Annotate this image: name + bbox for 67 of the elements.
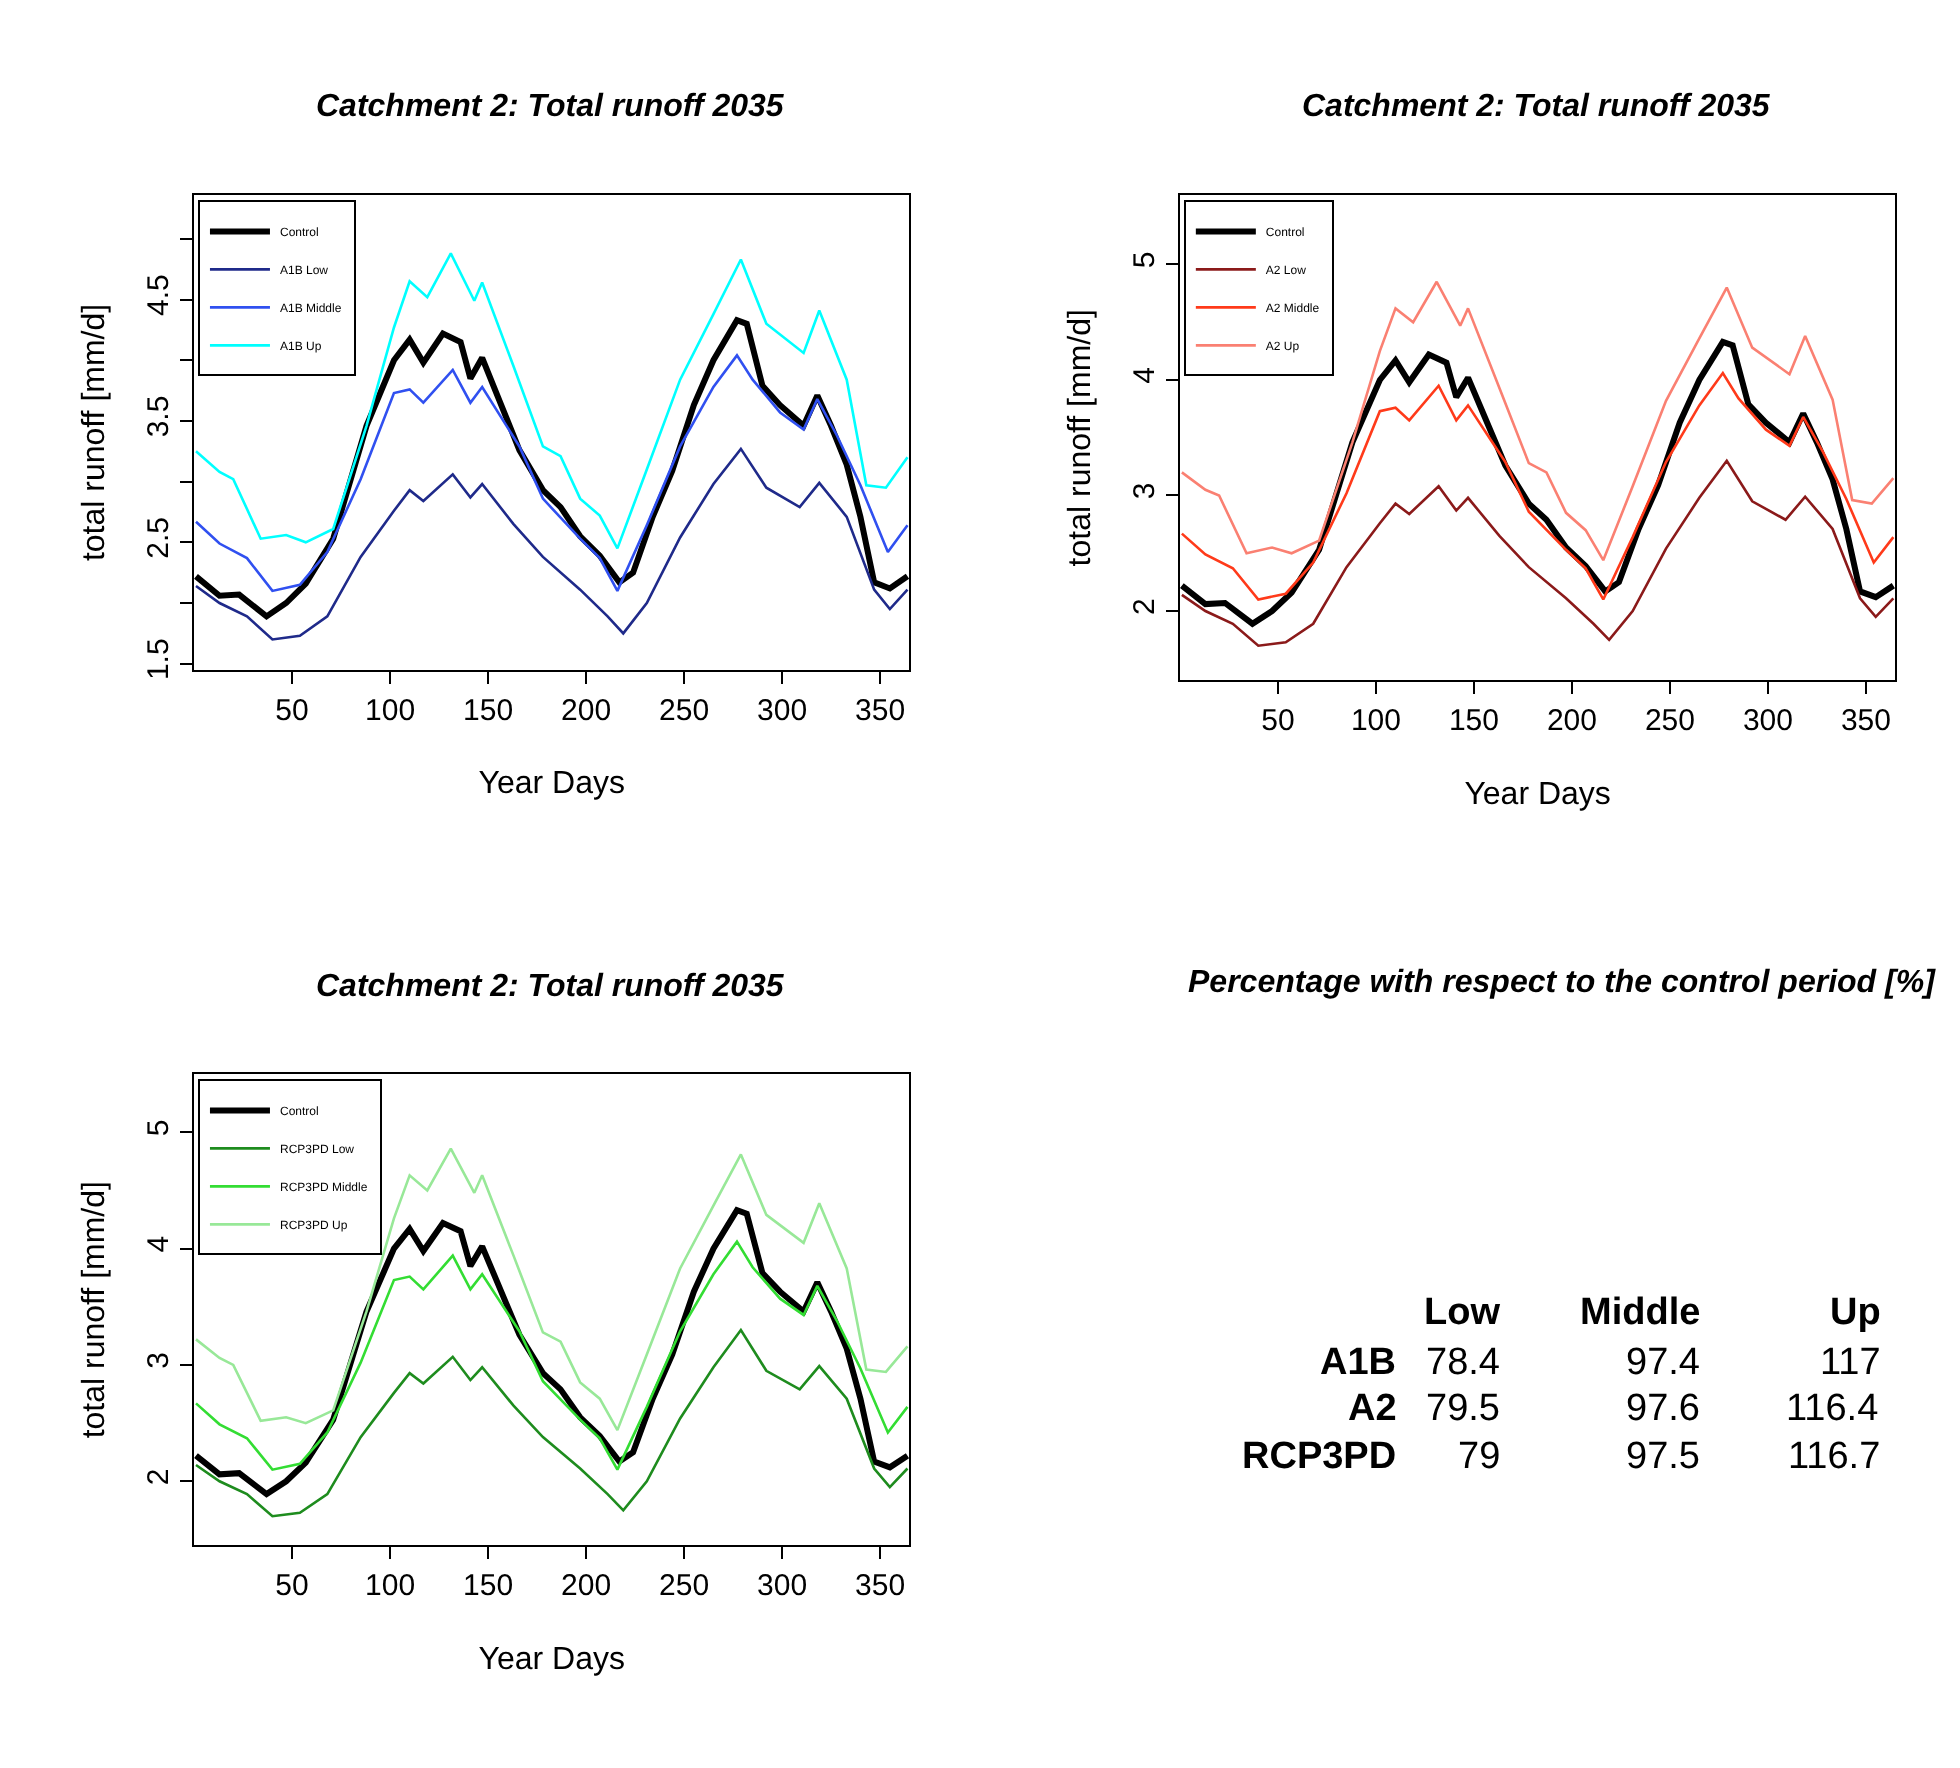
y-axis-title: total runoff [mm/d] — [77, 1181, 112, 1439]
x-tick-label: 150 — [463, 693, 514, 728]
y-tick-label: 3.5 — [142, 395, 177, 438]
y-tick-label: 2 — [1127, 598, 1162, 615]
x-axis-title: Year Days — [1464, 777, 1611, 812]
text: 116.7 — [1788, 1436, 1881, 1478]
line-series — [194, 1240, 909, 1471]
y-tick-label: 4.5 — [142, 274, 177, 316]
x-tick-label: 50 — [275, 1569, 309, 1604]
text: 78.4 — [1426, 1342, 1501, 1384]
line-series — [194, 1328, 909, 1518]
x-tick-label: 50 — [1261, 704, 1295, 739]
text: Low — [1424, 1292, 1501, 1334]
y-tick-label: 1.5 — [142, 638, 177, 681]
x-axis-title: Year Days — [478, 767, 625, 802]
chart-title: Catchment 2: Total runoff 2035 — [316, 970, 786, 1004]
x-axis-title: Year Days — [478, 1642, 625, 1677]
line-series — [194, 354, 909, 593]
x-tick-label: 50 — [275, 693, 309, 728]
y-tick-label: 4 — [1127, 367, 1162, 384]
text: 79 — [1458, 1436, 1501, 1478]
x-tick-label: 250 — [659, 1569, 710, 1604]
line-series — [194, 252, 909, 550]
y-tick-label: 3 — [1127, 482, 1162, 500]
text: Percentage with respect to the control period [%] — [1188, 966, 1937, 1000]
x-tick-label: 350 — [855, 1569, 906, 1604]
line-series — [1180, 280, 1895, 562]
text: 116.4 — [1786, 1388, 1880, 1430]
x-tick-label: 100 — [365, 693, 416, 728]
text: 79.5 — [1426, 1388, 1500, 1430]
text: 117 — [1820, 1342, 1881, 1384]
x-tick-label: 350 — [855, 693, 906, 728]
chart-title: Catchment 2: Total runoff 2035 — [316, 90, 786, 124]
y-axis-title: total runoff [mm/d] — [77, 303, 112, 562]
x-tick-label: 350 — [1840, 704, 1891, 739]
text: 97.6 — [1626, 1388, 1700, 1430]
line-series — [1180, 371, 1895, 601]
text: RCP3PD — [1242, 1436, 1397, 1478]
x-tick-label: 250 — [659, 693, 710, 728]
y-tick-label: 2.5 — [142, 516, 177, 559]
x-tick-label: 150 — [1448, 704, 1499, 739]
x-tick-label: 100 — [1350, 704, 1401, 739]
line-series — [194, 1147, 909, 1432]
y-tick-label: 5 — [1127, 251, 1162, 269]
y-axis-title: total runoff [mm/d] — [1063, 309, 1098, 567]
text: Up — [1830, 1292, 1881, 1334]
x-tick-label: 250 — [1644, 704, 1695, 739]
line-series — [194, 447, 909, 641]
y-tick-label: 4 — [142, 1235, 177, 1253]
x-tick-label: 200 — [1546, 704, 1597, 739]
x-tick-label: 150 — [463, 1569, 514, 1604]
x-tick-label: 100 — [365, 1569, 416, 1604]
text: Middle — [1580, 1292, 1701, 1334]
x-tick-label: 200 — [561, 693, 612, 728]
y-tick-label: 2 — [142, 1468, 177, 1486]
y-tick-label: 5 — [142, 1119, 177, 1137]
chart-title: Catchment 2: Total runoff 2035 — [1302, 90, 1772, 124]
text: 97.5 — [1626, 1436, 1700, 1478]
x-tick-label: 300 — [757, 693, 808, 728]
x-tick-label: 300 — [1742, 704, 1793, 739]
text: A2 — [1348, 1388, 1397, 1430]
line-series — [1180, 459, 1895, 647]
x-tick-label: 200 — [561, 1569, 612, 1604]
y-tick-label: 3 — [142, 1352, 177, 1369]
text: 97.4 — [1626, 1342, 1701, 1384]
x-tick-label: 300 — [757, 1569, 808, 1604]
text: A1B — [1320, 1342, 1397, 1384]
